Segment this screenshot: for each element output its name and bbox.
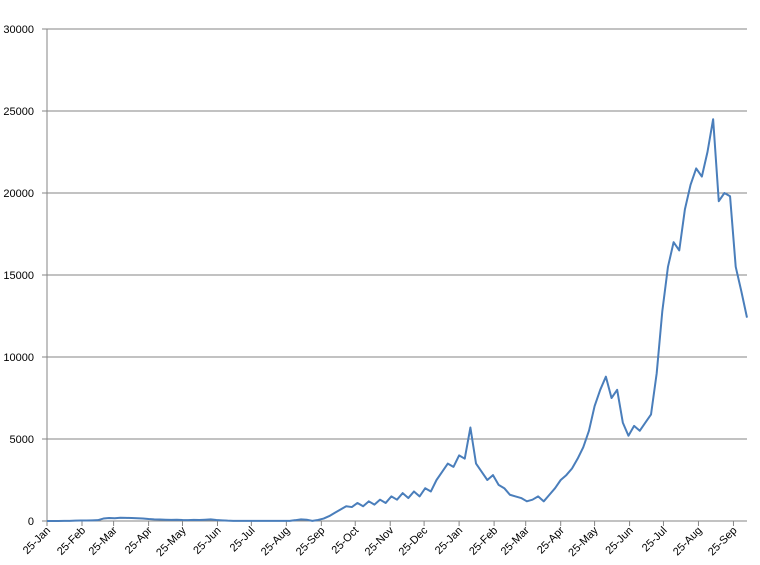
y-tick-label: 10000 (3, 352, 34, 364)
x-tick-label: 25-Mar (87, 524, 120, 557)
y-tick-label: 0 (28, 516, 34, 528)
x-tick-label: 25-Aug (671, 525, 705, 559)
x-tick-label: 25-Jun (603, 525, 635, 557)
data-line (47, 118, 748, 522)
y-tick-label: 25000 (3, 106, 34, 118)
x-tick-label: 25-Dec (397, 524, 431, 558)
x-tick-label: 25-Jan (433, 525, 465, 557)
y-tick-label: 15000 (3, 270, 34, 282)
x-tick-label: 25-May (154, 524, 189, 559)
x-tick-label: 25-Sep (294, 525, 328, 559)
x-tick-label: 25-Feb (55, 525, 88, 558)
x-tick-label: 25-Jul (228, 525, 258, 555)
y-tick-label: 30000 (3, 24, 34, 36)
x-tick-label: 25-Jun (191, 525, 223, 557)
x-tick-label: 25-Mar (499, 524, 532, 557)
x-tick-label: 25-Apr (123, 524, 155, 556)
x-tick-label: 25-Jan (21, 525, 53, 557)
y-tick-label: 20000 (3, 188, 34, 200)
x-tick-label: 25-Aug (259, 525, 293, 559)
x-tick-label: 25-Apr (535, 524, 567, 556)
x-tick-label: 25-Jul (640, 525, 670, 555)
y-tick-label: 5000 (10, 434, 34, 446)
x-tick-label: 25-Nov (363, 524, 397, 558)
x-tick-label: 25-Oct (330, 525, 362, 557)
x-tick-label: 25-Sep (706, 525, 740, 559)
x-tick-label: 25-May (566, 524, 601, 559)
x-tick-label: 25-Feb (467, 525, 500, 558)
